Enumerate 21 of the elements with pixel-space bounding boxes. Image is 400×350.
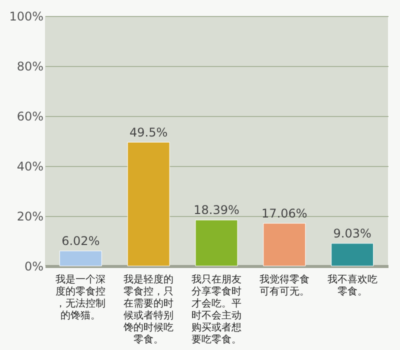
x-tick-label: 我是轻度的零食控，只在需要的时候或者特别馋的时候吃零食。 [122,274,174,346]
data-label: 49.5% [130,125,168,140]
y-tick-label: 60% [16,110,44,124]
y-tick-label: 100% [9,10,44,24]
data-label: 9.03% [333,226,372,240]
data-label: 17.06% [262,206,308,220]
data-label: 18.39% [194,203,240,218]
y-tick-label: 40% [16,160,44,174]
bar [195,220,238,266]
bar [263,223,306,266]
x-tick-label: 我只在朋友分享零食时才会吃。平时不会主动购买或者想要吃零食。 [192,274,242,346]
x-tick-label: 我不喜欢吃零食。 [327,274,378,298]
y-tick-label: 0% [24,260,44,274]
bar [331,243,374,266]
y-tick-label: 20% [16,210,44,224]
x-tick-label: 我觉得零食可有可无。 [259,274,310,298]
bar [127,142,170,266]
x-tick-label: 我是一个深度的零食控，无法控制的馋猫。 [56,274,106,322]
data-label: 6.02% [62,234,100,248]
y-tick-label: 80% [16,60,44,74]
bar [59,250,102,266]
